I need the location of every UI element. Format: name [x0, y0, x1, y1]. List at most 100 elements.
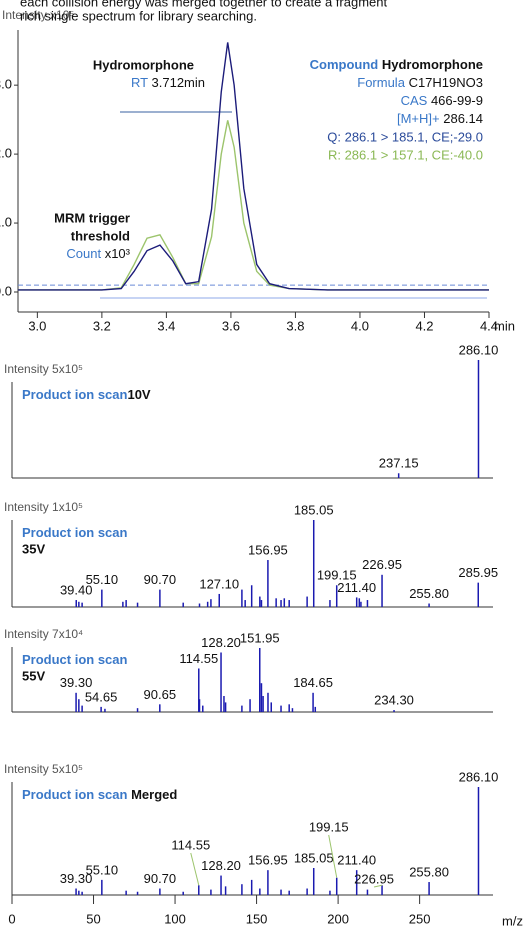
y-tick-label: 3.0	[0, 77, 12, 92]
x-tick-label: 100	[164, 911, 186, 926]
value: 466-99-9	[431, 93, 483, 108]
scan-title: Product ion scan	[22, 525, 128, 540]
count-key: Count	[66, 246, 101, 261]
trace	[18, 120, 489, 291]
peak-label: 285.95	[458, 565, 498, 580]
x-tick-label: 50	[86, 911, 100, 926]
energy: Merged	[131, 787, 177, 802]
peak-label: 199.15	[317, 568, 357, 583]
compound-row: CAS 466-99-9	[401, 93, 483, 108]
x-tick-label: 3.6	[222, 318, 240, 333]
peak-label: 39.30	[60, 675, 93, 690]
value: Hydromorphone	[382, 57, 483, 72]
energy: 35V	[22, 541, 45, 556]
intensity-label: Intensity 5x10⁵	[4, 762, 83, 776]
leader	[373, 884, 383, 888]
compound-row: [M+H]+ 286.14	[397, 111, 483, 126]
peak-label: 211.40	[337, 580, 376, 595]
y-tick-label: 2.0	[0, 146, 12, 161]
key: CAS	[401, 93, 428, 108]
peak-label: 255.80	[409, 586, 449, 601]
intensity-label: Intensity 5x10⁵	[4, 362, 83, 376]
peak-label: 211.40	[337, 853, 376, 868]
peak-label: 185.05	[294, 850, 334, 865]
peak-label: 199.15	[309, 819, 349, 834]
x-tick-label: 3.8	[286, 318, 304, 333]
x-tick-label: 150	[246, 911, 268, 926]
peak-label: 39.30	[60, 871, 93, 886]
intensity-label: Intensity 1x10⁵	[4, 500, 83, 514]
value: C17H19NO3	[409, 75, 483, 90]
peak-label: 90.65	[144, 687, 177, 702]
x-tick-label: 4.2	[415, 318, 433, 333]
rt: RT 3.712min	[131, 75, 205, 90]
peak-label: 151.95	[240, 630, 280, 645]
caption-line: rich single spectrum for library searchi…	[20, 8, 257, 23]
scan-title: Product ion scan Merged	[22, 787, 177, 802]
peak-label: 226.95	[354, 871, 394, 886]
value: 286.14	[443, 111, 483, 126]
scan-label: Product ion scan	[22, 787, 128, 802]
x-unit: m/z	[502, 913, 523, 928]
y-axis-label: Intensity x10⁵	[2, 8, 74, 22]
x-tick-label: 3.0	[28, 318, 46, 333]
energy: 55V	[22, 668, 45, 683]
leader	[328, 834, 338, 878]
rt-value: 3.712min	[152, 75, 205, 90]
trigger-label: MRM trigger	[54, 210, 130, 225]
peak-label: 128.20	[201, 858, 241, 873]
peak-label: 90.70	[144, 572, 177, 587]
peak-label: 286.10	[459, 769, 499, 784]
compound-row: Compound Hydromorphone	[310, 57, 483, 72]
x-tick-label: 200	[327, 911, 349, 926]
peak-label: 114.55	[179, 651, 218, 666]
count-value: x10³	[105, 246, 131, 261]
intensity-label: Intensity 7x10⁴	[4, 627, 83, 641]
scan-label: Product ion scan	[22, 525, 128, 540]
peak-label: 127.10	[199, 576, 239, 591]
scan-title: Product ion scan10V	[22, 387, 151, 402]
x-tick-label: 250	[409, 911, 431, 926]
x-tick-label: 4.0	[351, 318, 369, 333]
x-unit: min	[494, 318, 515, 333]
peak-label: 54.65	[85, 689, 118, 704]
peak-label: 184.65	[293, 675, 333, 690]
peak-label: 55.10	[86, 862, 119, 877]
peak-label: 55.10	[86, 572, 119, 587]
peak-label: 286.10	[459, 342, 499, 357]
peak-label: 39.40	[60, 582, 93, 597]
peak-label: 226.95	[362, 557, 402, 572]
peak-label: 185.05	[294, 502, 334, 517]
x-tick-label: 3.4	[157, 318, 175, 333]
key: Formula	[357, 75, 405, 90]
y-tick-label: 0.0	[0, 283, 12, 298]
trace	[18, 42, 489, 291]
peak-label: 90.70	[144, 871, 177, 886]
q-line: Q: 286.1 > 185.1, CE;-29.0	[327, 129, 483, 144]
y-tick-label: 1.0	[0, 214, 12, 229]
peak-name: Hydromorphone	[93, 57, 194, 72]
count: Count x10³	[66, 246, 130, 261]
peak-label: 234.30	[374, 693, 414, 708]
rt-key: RT	[131, 75, 148, 90]
scan-title: Product ion scan	[22, 652, 128, 667]
scan-label: Product ion scan	[22, 652, 128, 667]
x-tick-label: 0	[8, 911, 15, 926]
peak-label: 128.20	[201, 635, 241, 650]
x-tick-label: 3.2	[93, 318, 111, 333]
compound-row: Formula C17H19NO3	[357, 75, 483, 90]
peak-label: 156.95	[248, 542, 288, 557]
peak-label: 114.55	[171, 837, 210, 852]
r-line: R: 286.1 > 157.1, CE:-40.0	[328, 147, 483, 162]
trigger-label: threshold	[71, 228, 130, 243]
key: Compound	[310, 57, 379, 72]
key: [M+H]+	[397, 111, 440, 126]
peak-label: 237.15	[379, 456, 419, 471]
scan-label: Product ion scan	[22, 387, 128, 402]
peak-label: 156.95	[248, 853, 288, 868]
peak-label: 255.80	[409, 864, 449, 879]
x-tick-label: 4.4	[480, 318, 498, 333]
leader	[190, 852, 200, 886]
